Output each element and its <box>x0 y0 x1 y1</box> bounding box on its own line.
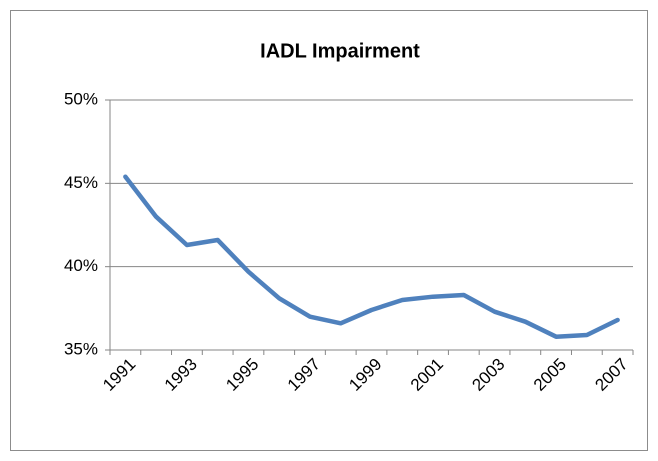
chart-border <box>10 10 648 451</box>
y-tick-label: 35% <box>64 339 98 358</box>
y-tick-label: 40% <box>64 256 98 275</box>
y-tick-label: 50% <box>64 89 98 108</box>
data-line <box>123 174 620 339</box>
chart-title: IADL Impairment <box>260 40 420 62</box>
y-tick-label: 45% <box>64 173 98 192</box>
